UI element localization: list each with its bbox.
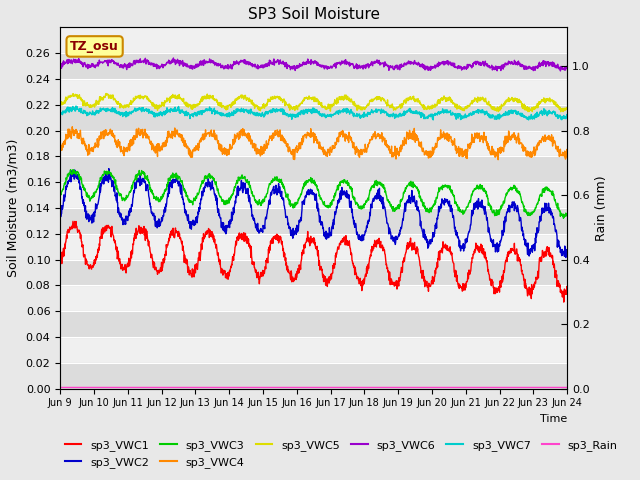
Bar	[60, 156, 567, 182]
Bar	[60, 260, 567, 286]
Y-axis label: Soil Moisture (m3/m3): Soil Moisture (m3/m3)	[7, 139, 20, 277]
Title: SP3 Soil Moisture: SP3 Soil Moisture	[248, 7, 380, 22]
Legend: sp3_VWC1, sp3_VWC2, sp3_VWC3, sp3_VWC4, sp3_VWC5, sp3_VWC6, sp3_VWC7, sp3_Rain: sp3_VWC1, sp3_VWC2, sp3_VWC3, sp3_VWC4, …	[60, 436, 622, 472]
Bar	[60, 105, 567, 131]
Bar	[60, 363, 567, 389]
Bar	[60, 208, 567, 234]
Bar	[60, 312, 567, 337]
Text: TZ_osu: TZ_osu	[70, 40, 119, 53]
X-axis label: Time: Time	[540, 414, 567, 424]
Y-axis label: Rain (mm): Rain (mm)	[595, 175, 608, 241]
Bar	[60, 53, 567, 79]
